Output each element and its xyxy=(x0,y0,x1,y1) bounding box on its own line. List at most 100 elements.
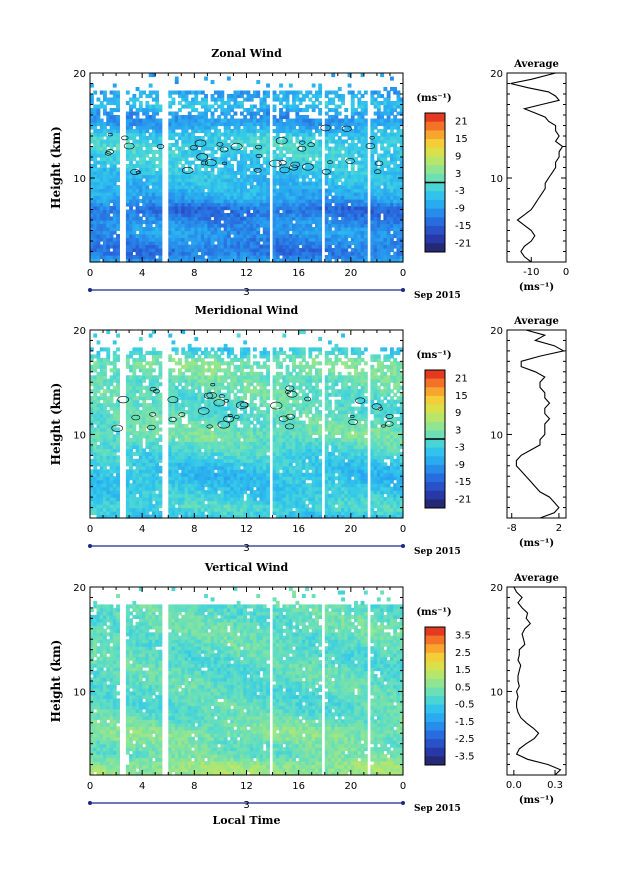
heatmap-cell xyxy=(308,139,313,144)
heatmap-cell xyxy=(341,213,345,218)
heatmap-cell xyxy=(275,188,280,193)
heatmap-cell xyxy=(220,255,225,260)
heatmap-cell xyxy=(217,223,222,228)
heatmap-cell xyxy=(240,213,244,218)
heatmap-cell xyxy=(383,118,388,123)
heatmap-cell xyxy=(390,108,394,113)
heatmap-cell xyxy=(240,237,244,242)
heatmap-cell xyxy=(285,202,290,207)
heatmap-cell xyxy=(207,227,212,232)
heatmap-cell xyxy=(194,153,199,158)
heatmap-cell xyxy=(129,417,133,422)
heatmap-cell xyxy=(233,174,238,179)
heatmap-cell xyxy=(301,188,306,193)
heatmap-cell xyxy=(354,227,358,232)
heatmap-cell xyxy=(135,410,140,415)
heatmap-cell xyxy=(383,192,388,197)
heatmap-cell xyxy=(207,213,212,218)
heatmap-cell xyxy=(155,420,160,425)
heatmap-cell xyxy=(158,230,163,235)
heatmap-cell xyxy=(148,258,153,263)
heatmap-cell xyxy=(357,188,362,193)
heatmap-cell xyxy=(116,476,120,481)
heatmap-cell xyxy=(116,136,120,141)
heatmap-cell xyxy=(135,87,140,92)
heatmap-cell xyxy=(99,396,104,401)
heatmap-cell xyxy=(148,413,153,418)
heatmap-cell xyxy=(145,188,150,193)
heatmap-cell xyxy=(266,178,270,183)
heatmap-cell xyxy=(129,382,133,387)
heatmap-cell xyxy=(315,195,319,200)
heatmap-cell xyxy=(187,185,192,190)
heatmap-cell xyxy=(103,361,107,366)
heatmap-cell xyxy=(103,97,107,102)
heatmap-cell xyxy=(158,258,163,263)
heatmap-cell xyxy=(106,444,111,449)
heatmap-cell xyxy=(386,202,391,207)
heatmap-cell xyxy=(158,434,163,439)
heatmap-cell xyxy=(178,192,182,197)
heatmap-cell xyxy=(132,136,137,141)
heatmap-cell xyxy=(337,237,342,242)
heatmap-cell xyxy=(112,237,117,242)
heatmap-cell xyxy=(386,181,391,186)
heatmap-cell xyxy=(233,153,238,158)
heatmap-cell xyxy=(350,181,355,186)
heatmap-cell xyxy=(272,248,277,253)
heatmap-cell xyxy=(341,164,345,169)
heatmap-cell xyxy=(380,237,385,242)
heatmap-cell xyxy=(155,202,160,207)
heatmap-cell xyxy=(168,251,173,256)
heatmap-cell xyxy=(158,164,163,169)
heatmap-cell xyxy=(155,399,160,404)
heatmap-cell xyxy=(334,178,339,183)
heatmap-cell xyxy=(99,497,104,502)
heatmap-cell xyxy=(184,185,189,190)
heatmap-cell xyxy=(171,206,176,211)
heatmap-cell xyxy=(275,199,280,204)
heatmap-cell xyxy=(243,220,248,225)
heatmap-cell xyxy=(116,157,120,162)
heatmap-cell xyxy=(99,188,104,193)
heatmap-cell xyxy=(210,97,215,102)
heatmap-cell xyxy=(191,223,195,228)
heatmap-cell xyxy=(311,171,316,176)
heatmap-cell xyxy=(282,192,287,197)
heatmap-cell xyxy=(376,195,381,200)
heatmap-cell xyxy=(132,441,137,446)
heatmap-cell xyxy=(233,136,238,141)
heatmap-cell xyxy=(240,258,244,263)
heatmap-cell xyxy=(200,192,205,197)
heatmap-cell xyxy=(148,437,153,442)
heatmap-cell xyxy=(285,125,290,130)
heatmap-cell xyxy=(138,350,143,355)
heatmap-cell xyxy=(138,188,143,193)
heatmap-cell xyxy=(380,111,385,116)
heatmap-cell xyxy=(253,178,257,183)
heatmap-cell xyxy=(178,94,182,99)
heatmap-cell xyxy=(344,223,349,228)
heatmap-cell xyxy=(158,157,163,162)
heatmap-cell xyxy=(295,150,300,155)
heatmap-cell xyxy=(178,227,182,232)
heatmap-cell xyxy=(99,420,104,425)
heatmap-cell xyxy=(230,181,235,186)
heatmap-cell xyxy=(129,230,133,235)
heatmap-cell xyxy=(184,230,189,235)
heatmap-cell xyxy=(132,244,137,249)
heatmap-cell xyxy=(360,171,365,176)
heatmap-cell xyxy=(112,122,117,127)
heatmap-cell xyxy=(142,255,147,260)
heatmap-cell xyxy=(145,213,150,218)
heatmap-cell xyxy=(393,164,398,169)
heatmap-cell xyxy=(311,181,316,186)
heatmap-cell xyxy=(341,174,345,179)
heatmap-cell xyxy=(246,157,251,162)
heatmap-cell xyxy=(308,199,313,204)
heatmap-cell xyxy=(292,125,296,130)
heatmap-cell xyxy=(295,97,300,102)
heatmap-cell xyxy=(129,150,133,155)
heatmap-cells xyxy=(90,330,404,519)
